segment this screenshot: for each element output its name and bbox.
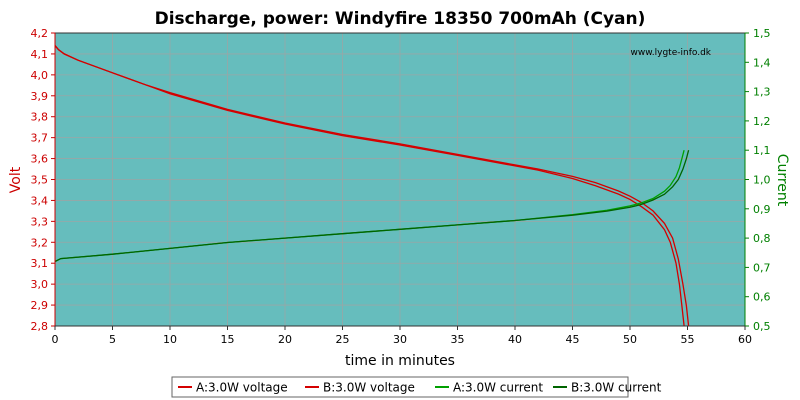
current-tick-label: 0,6 <box>753 291 771 304</box>
series-line-b-3-0w-voltage <box>55 45 690 326</box>
chart-title: Discharge, power: Windyfire 18350 700mAh… <box>155 9 646 29</box>
current-tick-label: 1,5 <box>753 27 771 40</box>
current-tick-label: 1,3 <box>753 86 771 99</box>
current-tick-label: 1,4 <box>753 56 771 69</box>
series-layer <box>55 45 690 326</box>
current-tick-label: 0,7 <box>753 261 771 274</box>
voltage-tick-label: 4,2 <box>31 27 49 40</box>
time-tick-label: 5 <box>109 333 116 346</box>
legend-box <box>171 376 629 398</box>
voltage-tick-label: 3,6 <box>31 153 49 166</box>
current-tick-label: 1,0 <box>753 174 771 187</box>
watermark: www.lygte-info.dk <box>631 48 712 58</box>
voltage-tick-label: 3,2 <box>31 236 49 249</box>
time-tick-label: 20 <box>278 333 292 346</box>
time-tick-label: 50 <box>623 333 637 346</box>
time-tick-label: 10 <box>163 333 177 346</box>
y-axis-left-label: Volt <box>8 166 24 193</box>
voltage-tick-label: 3,5 <box>31 174 49 187</box>
legend-entry-label: B:3.0W voltage <box>323 381 415 395</box>
current-tick-label: 0,9 <box>753 203 771 216</box>
voltage-tick-label: 4,0 <box>31 69 49 82</box>
legend-entry-label: A:3.0W voltage <box>196 381 288 395</box>
y-axis-right-label: Current <box>774 154 790 207</box>
voltage-tick-label: 2,9 <box>31 299 49 312</box>
voltage-tick-label: 3,8 <box>31 111 49 124</box>
current-tick-label: 0,5 <box>753 320 771 333</box>
voltage-tick-label: 2,8 <box>31 320 49 333</box>
legend: A:3.0W voltage B:3.0W voltage A:3.0W curre… <box>171 376 662 398</box>
series-line-b-3-0w-current <box>55 150 690 263</box>
legend-entry-label: A:3.0W current <box>453 381 543 395</box>
current-axis: 0,5 0,6 0,7 0,8 0,9 1,0 1,1 1,2 1,3 1,4 1,5 <box>744 27 771 333</box>
voltage-tick-label: 3,9 <box>31 90 49 103</box>
voltage-tick-label: 3,0 <box>31 278 49 291</box>
time-tick-label: 45 <box>566 333 580 346</box>
time-tick-label: 25 <box>336 333 350 346</box>
time-axis: 0 5 10 15 20 25 30 35 40 45 50 55 60 <box>52 325 752 346</box>
time-tick-label: 40 <box>508 333 522 346</box>
time-tick-label: 30 <box>393 333 407 346</box>
time-tick-label: 0 <box>52 333 59 346</box>
current-tick-label: 0,8 <box>753 232 771 245</box>
x-axis-label: time in minutes <box>345 353 455 369</box>
voltage-tick-label: 3,4 <box>31 194 49 207</box>
voltage-tick-label: 3,7 <box>31 132 49 145</box>
time-tick-label: 55 <box>681 333 695 346</box>
voltage-tick-label: 3,1 <box>31 257 49 270</box>
legend-entry-label: B:3.0W current <box>571 381 662 395</box>
voltage-tick-label: 4,1 <box>31 48 49 61</box>
voltage-axis: 2,8 2,9 3,0 3,1 3,2 3,3 3,4 3,5 3,6 3,7 3,8 3,9 4,0 4… <box>31 27 56 333</box>
voltage-tick-label: 3,3 <box>31 215 49 228</box>
current-tick-label: 1,1 <box>753 144 771 157</box>
time-tick-label: 35 <box>451 333 465 346</box>
time-tick-label: 60 <box>738 333 752 346</box>
time-tick-label: 15 <box>221 333 235 346</box>
current-tick-label: 1,2 <box>753 115 771 128</box>
